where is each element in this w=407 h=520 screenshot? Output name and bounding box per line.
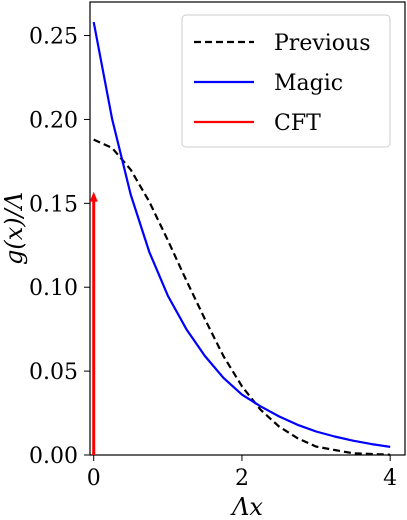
legend: Previous Magic CFT [181, 14, 391, 148]
magic-series-line [92, 21, 391, 448]
legend-box [181, 14, 391, 148]
legend-label-cft: CFT [274, 111, 321, 136]
legend-label-previous: Previous [274, 31, 371, 56]
cft-series-arrowhead [89, 191, 98, 202]
legend-label-magic: Magic [274, 71, 343, 96]
y-tick-label: 0.25 [29, 25, 78, 50]
y-tick-label: 0.15 [29, 192, 78, 217]
y-tick-label: 0.10 [29, 276, 78, 301]
y-tick-label: 0.05 [29, 360, 78, 385]
x-tick-label: 4 [383, 466, 397, 491]
plot-frame [89, 1, 406, 456]
y-tick-label: 0.20 [29, 108, 78, 133]
x-tick-label: 2 [235, 466, 249, 491]
y-axis-label: g(x)/Λ [0, 192, 28, 265]
ticks-group: 0 2 4 0.00 0.05 0.10 0.15 0.20 0.25 [29, 25, 397, 491]
series-group [89, 21, 391, 456]
x-axis-label: Λx [230, 493, 263, 520]
y-tick-label: 0.00 [29, 444, 78, 469]
x-tick-label: 0 [87, 466, 101, 491]
previous-series-line [93, 138, 391, 456]
